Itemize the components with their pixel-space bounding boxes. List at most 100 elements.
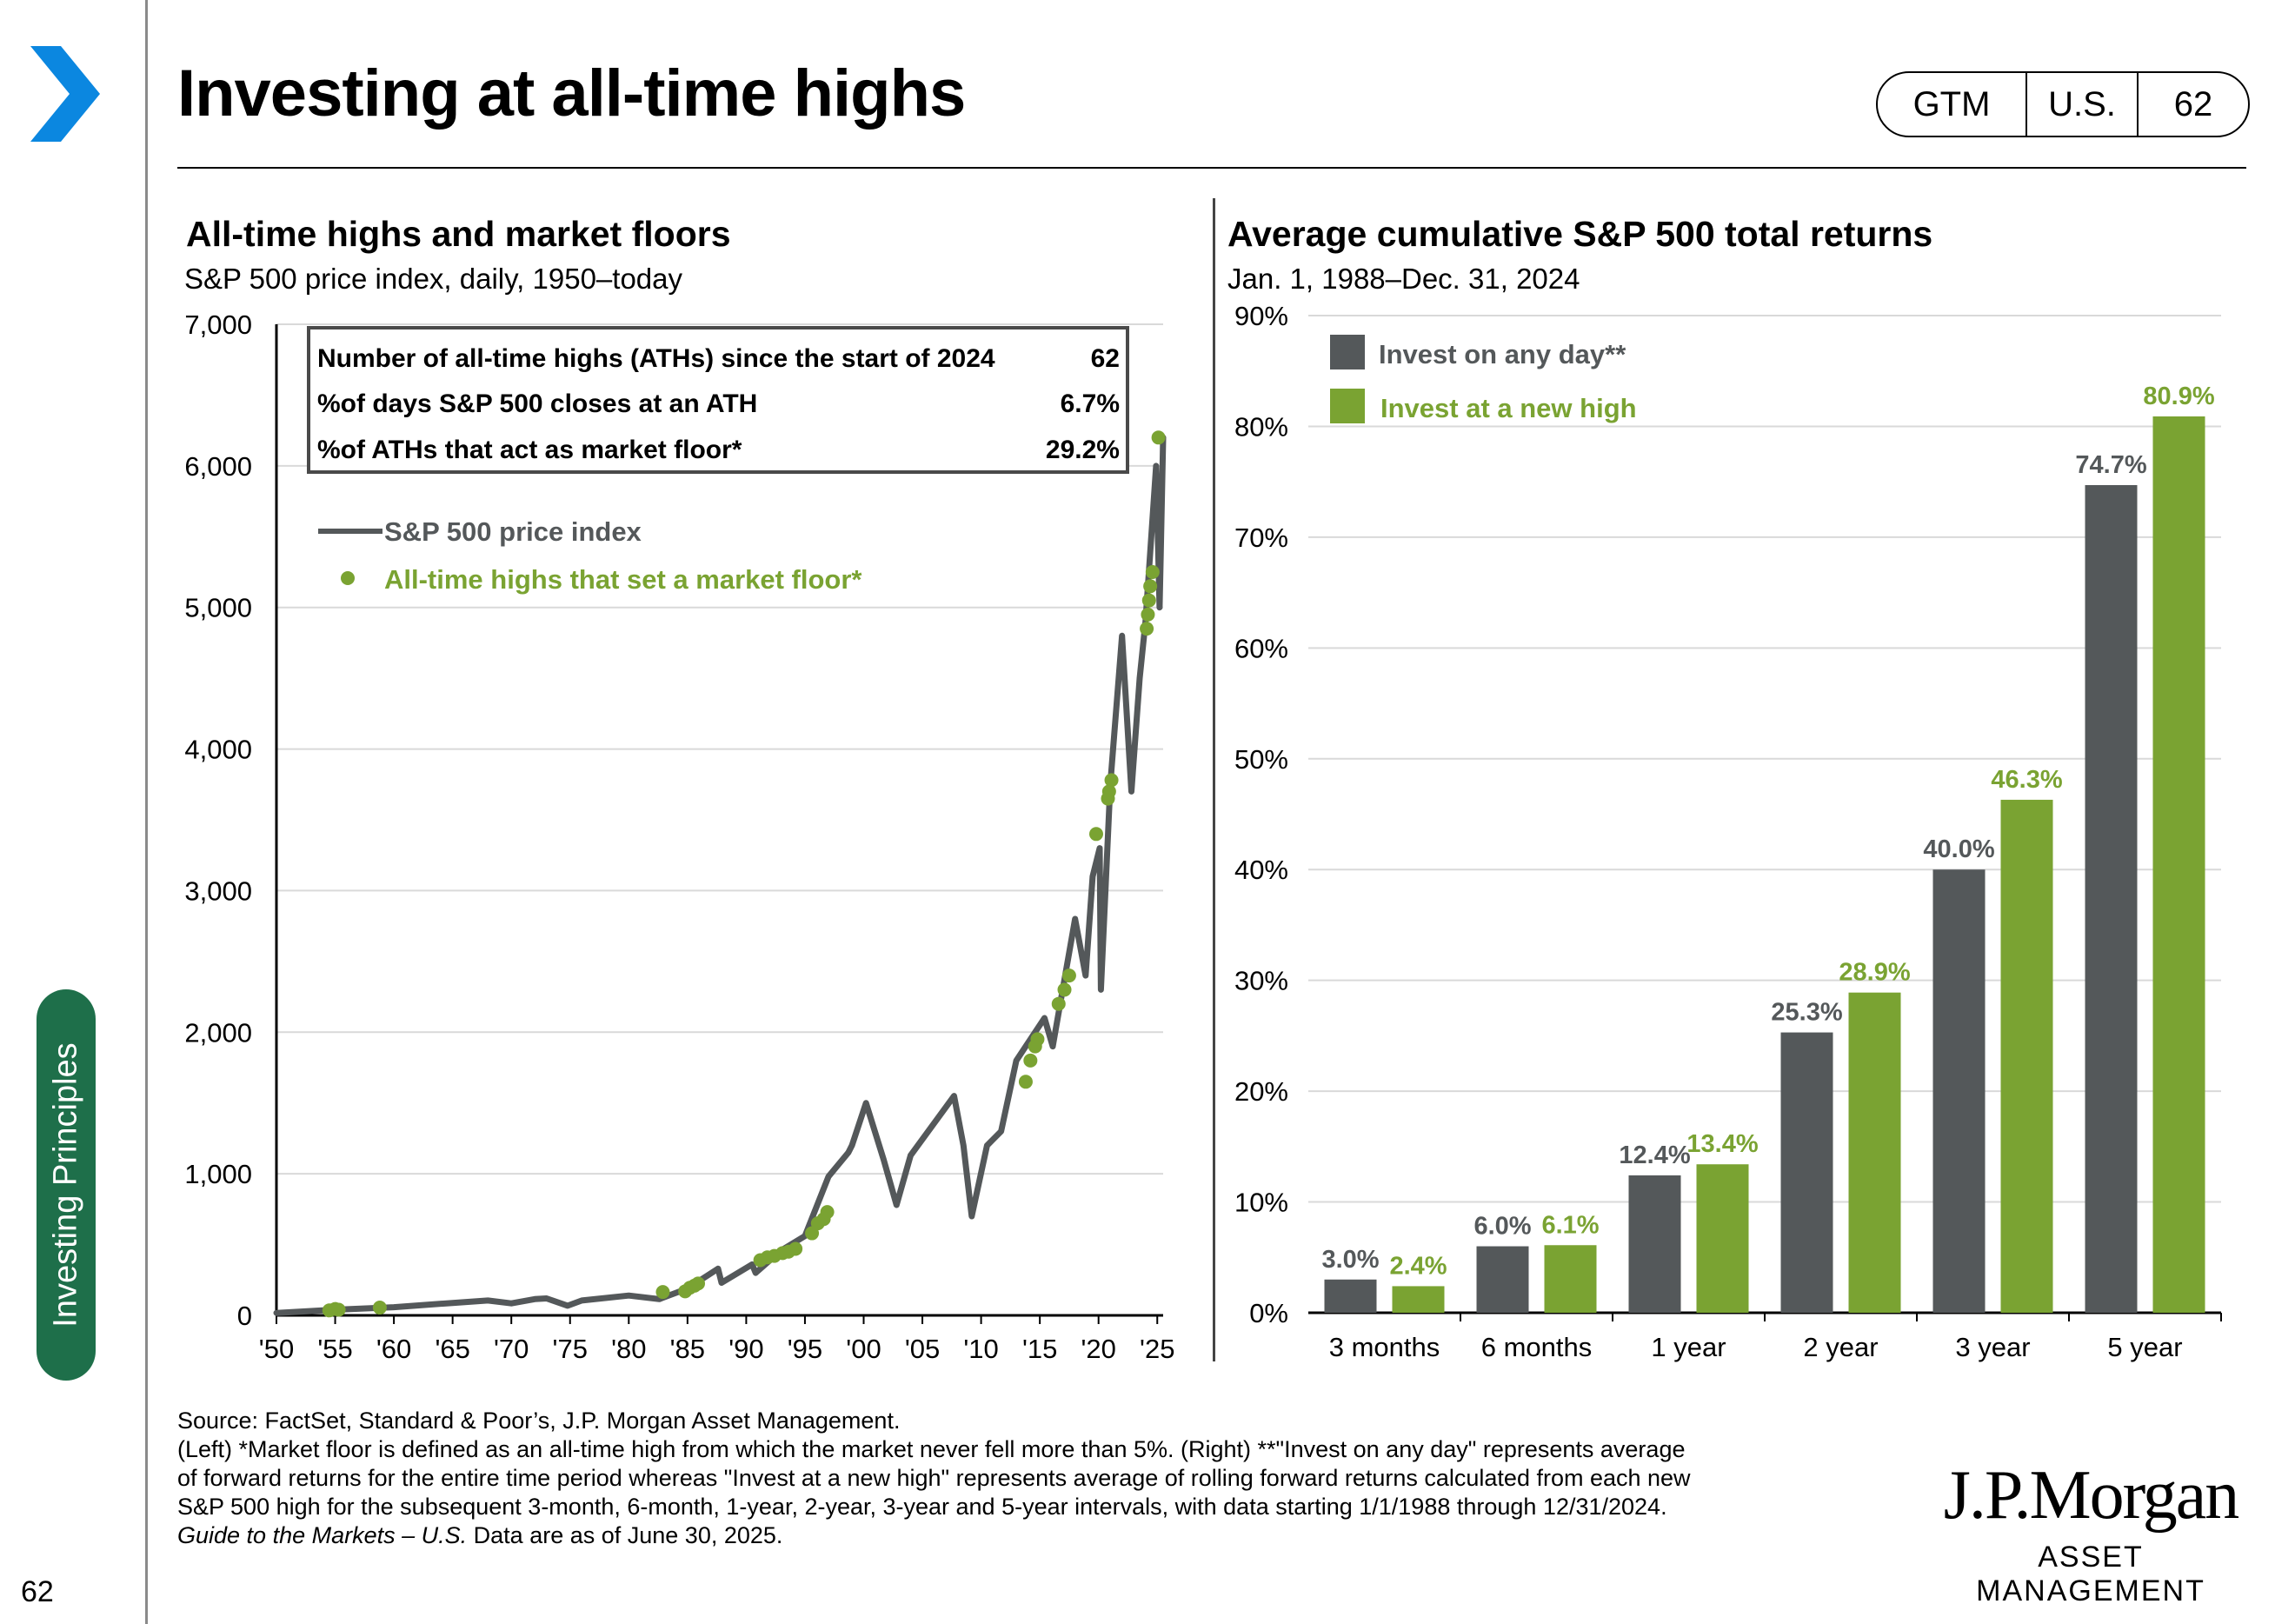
y-tick-label: 10% — [1234, 1188, 1288, 1218]
panel-divider — [1213, 198, 1215, 1361]
x-tick-label: '85 — [670, 1334, 705, 1364]
left-chart-subtitle: S&P 500 price index, daily, 1950–today — [184, 263, 683, 295]
legend-dot-swatch — [341, 571, 355, 585]
market-floor-dot — [1061, 968, 1076, 983]
bar-any-day — [1476, 1246, 1529, 1313]
x-tick-label: '20 — [1081, 1334, 1115, 1364]
market-floor-dot — [788, 1241, 803, 1256]
market-floor-dot — [1030, 1032, 1045, 1047]
charts-canvas: 0 1,000 2,000 3,000 4,000 5,000 6,000 7,000 '50 '… — [184, 301, 2222, 1364]
footnote-line-4: Guide to the Markets – U.S. Data are as … — [177, 1521, 1916, 1550]
x-tick-label: '00 — [846, 1334, 881, 1364]
footnote-source: Source: FactSet, Standard & Poor’s, J.P.… — [177, 1408, 901, 1434]
page-badge: GTM U.S. 62 — [1876, 71, 2250, 137]
jpmorgan-logo: J.P.Morgan ASSET MANAGEMENT — [1926, 1461, 2256, 1608]
data-label-any-day: 12.4% — [1619, 1141, 1690, 1169]
y-tick-label: 5,000 — [184, 593, 252, 623]
right-chart-title: Average cumulative S&P 500 total returns — [1227, 214, 1933, 254]
footnotes: Source: FactSet, Standard & Poor’s, J.P.… — [177, 1407, 1916, 1550]
footnote-line-2: of forward returns for the entire time p… — [177, 1465, 1691, 1491]
data-label-new-high: 13.4% — [1686, 1130, 1758, 1158]
market-floor-dot — [1051, 996, 1066, 1011]
legend-label-new-high: Invest at a new high — [1380, 393, 1637, 423]
legend-dot-label: All-time highs that set a market floor* — [384, 564, 862, 595]
y-tick-label: 7,000 — [184, 309, 252, 340]
x-category-label: 2 year — [1803, 1332, 1878, 1362]
y-tick-label: 30% — [1234, 966, 1288, 996]
x-tick-label: '05 — [905, 1334, 940, 1364]
x-category-label: 5 year — [2107, 1332, 2182, 1362]
section-tab[interactable]: Investing Principles — [37, 989, 96, 1381]
badge-page: 62 — [2173, 84, 2213, 123]
left-legend: S&P 500 price index All-time highs that … — [318, 516, 862, 595]
x-tick-label: '60 — [376, 1334, 411, 1364]
footnote-line-3: S&P 500 high for the subsequent 3-month,… — [177, 1494, 1667, 1520]
data-label-new-high: 2.4% — [1389, 1252, 1447, 1280]
bar-new-high — [1696, 1164, 1749, 1313]
y-tick-label: 1,000 — [184, 1159, 252, 1189]
badge-gtm: GTM — [1878, 73, 2027, 136]
market-floor-dot — [1143, 579, 1158, 594]
chevron-right-icon — [30, 46, 100, 142]
left-chart-title: All-time highs and market floors — [186, 214, 731, 254]
market-floor-dot — [1088, 827, 1103, 842]
x-category-label: 1 year — [1651, 1332, 1726, 1362]
y-tick-label: 2,000 — [184, 1017, 252, 1048]
right-chart-subtitle: Jan. 1, 1988–Dec. 31, 2024 — [1227, 263, 1580, 295]
x-tick-label: '55 — [317, 1334, 352, 1364]
market-floor-dot — [691, 1276, 706, 1291]
data-label-any-day: 40.0% — [1923, 835, 1994, 863]
x-tick-label: '90 — [728, 1334, 763, 1364]
market-floor-dot — [1057, 982, 1072, 997]
right-bar-chart: 0% 10% 20% 30% 40% 50% 60% 70% 80% 90% 3 months 3.0… — [1234, 301, 2222, 1362]
market-floor-dot — [1140, 622, 1154, 636]
market-floor-dot — [372, 1301, 387, 1315]
data-label-any-day: 6.0% — [1473, 1213, 1531, 1241]
y-tick-label: 80% — [1234, 411, 1288, 442]
x-category-label: 3 year — [1955, 1332, 2030, 1362]
data-label-new-high: 6.1% — [1541, 1211, 1599, 1239]
legend-swatch-any-day — [1330, 335, 1365, 369]
page-title: Investing at all-time highs — [177, 57, 966, 130]
stats-label-2: %of days S&P 500 closes at an ATH — [317, 389, 757, 418]
bar-new-high — [2000, 799, 2053, 1313]
y-tick-label: 4,000 — [184, 735, 252, 765]
x-tick-label: '80 — [611, 1334, 646, 1364]
x-tick-label: '75 — [553, 1334, 588, 1364]
data-label-any-day: 74.7% — [2075, 451, 2146, 479]
market-floor-dot — [1141, 607, 1155, 622]
data-label-any-day: 3.0% — [1321, 1246, 1379, 1274]
market-floor-dot — [820, 1205, 835, 1220]
market-floor-dot — [1023, 1053, 1038, 1068]
x-tick-label: '65 — [435, 1334, 469, 1364]
header-rule — [177, 167, 2246, 169]
stats-label-1: Number of all-time highs (ATHs) since th… — [317, 344, 995, 373]
stats-value-2: 6.7% — [1061, 389, 1120, 418]
market-floor-dot — [655, 1285, 670, 1300]
x-category-label: 6 months — [1481, 1332, 1593, 1362]
y-tick-label: 0% — [1249, 1298, 1288, 1328]
x-tick-label: '25 — [1140, 1334, 1174, 1364]
y-tick-label: 40% — [1234, 855, 1288, 885]
stats-value-1: 62 — [1091, 344, 1120, 373]
y-tick-label: 90% — [1234, 301, 1288, 331]
market-floor-dot — [1101, 784, 1116, 799]
footnote-publication: Guide to the Markets – U.S. — [177, 1522, 468, 1548]
logo-wordmark: J.P.Morgan — [1943, 1457, 2240, 1534]
bar-any-day — [1780, 1032, 1833, 1313]
left-line-chart: 0 1,000 2,000 3,000 4,000 5,000 6,000 7,000 '50 '… — [184, 309, 1174, 1364]
market-floor-dot — [331, 1302, 346, 1317]
y-tick-label: 6,000 — [184, 451, 252, 482]
y-tick-label: 50% — [1234, 744, 1288, 775]
y-tick-label: 60% — [1234, 633, 1288, 663]
stats-box: Number of all-time highs (ATHs) since th… — [307, 326, 1129, 474]
data-label-new-high: 28.9% — [1839, 959, 1910, 987]
bar-new-high — [1544, 1245, 1597, 1313]
right-legend: Invest on any day** Invest at a new high — [1330, 335, 1637, 423]
bar-any-day — [1932, 869, 1986, 1313]
logo-subtitle: ASSET MANAGEMENT — [1976, 1541, 2205, 1607]
footnote-line-1: (Left) *Market floor is defined as an al… — [177, 1436, 1686, 1462]
stats-label-3: %of ATHs that act as market floor* — [317, 436, 742, 464]
y-tick-label: 70% — [1234, 522, 1288, 553]
data-label-new-high: 46.3% — [1991, 766, 2062, 794]
